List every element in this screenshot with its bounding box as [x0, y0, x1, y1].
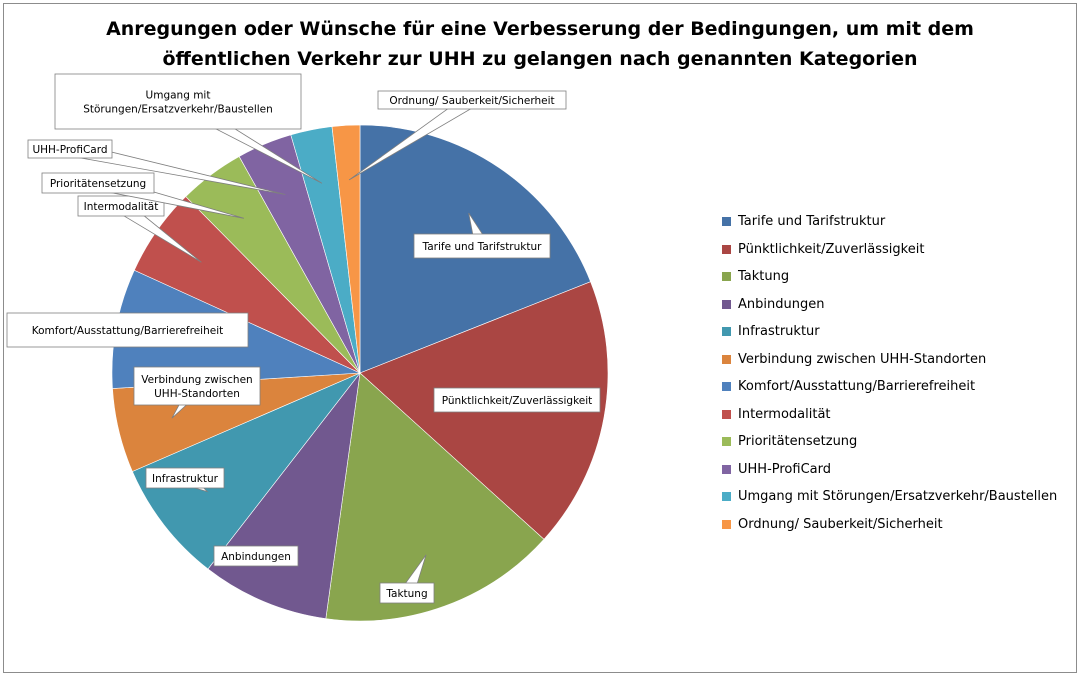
callout-box	[145, 467, 225, 489]
callout-box	[54, 73, 302, 130]
data-label: Pünktlichkeit/Zuverlässigkeit	[442, 395, 593, 407]
callout-box	[6, 312, 249, 348]
data-label: Prioritätensetzung	[50, 178, 146, 190]
legend-label: Pünktlichkeit/Zuverlässigkeit	[738, 241, 925, 257]
chart-title: Anregungen oder Wünsche für eine Verbess…	[40, 14, 1040, 74]
callout-box	[27, 139, 113, 159]
legend-item-ordnung-sauberkeit-sicherheit: Ordnung/ Sauberkeit/Sicherheit	[722, 511, 1057, 539]
legend-item-verbindung-zwischen-uhh-standorten: Verbindung zwischen UHH-Standorten	[722, 346, 1057, 374]
legend-label: Umgang mit Störungen/Ersatzverkehr/Baust…	[738, 489, 1058, 505]
data-label: Störungen/Ersatzverkehr/Baustellen	[83, 104, 273, 116]
callout-verbindung-zwischen-uhh-standorten: Verbindung zwischen UHH-Standorten	[133, 366, 261, 419]
pie-slice-taktung	[325, 372, 545, 622]
legend-swatch	[722, 492, 731, 502]
legend-item-tarife-und-tarifstruktur: Tarife und Tarifstruktur	[722, 208, 1057, 236]
legend-label: Ordnung/ Sauberkeit/Sicherheit	[738, 516, 943, 532]
legend-item-taktung: Taktung	[722, 263, 1057, 291]
pie-slice-infrastruktur	[132, 372, 361, 570]
callout-infrastruktur: Infrastruktur	[145, 467, 225, 493]
slice-callouts: Tarife und Tarifstruktur Pünktlichkeit/Zu…	[6, 73, 601, 604]
legend-swatch	[722, 327, 731, 337]
legend-item-umgang-mit-stoerungen-ersatzverkehr-baustellen: Umgang mit Störungen/Ersatzverkehr/Baust…	[722, 483, 1057, 511]
legend-item-uhh-proficard: UHH-ProfiCard	[722, 456, 1057, 484]
pie-slice-ordnung-sauberkeit-sicherheit	[331, 124, 361, 374]
legend-label: Prioritätensetzung	[738, 434, 858, 450]
callout-box	[379, 582, 435, 604]
callout-komfort-ausstattung-barrierefreiheit: Komfort/Ausstattung/Barrierefreiheit	[6, 312, 249, 348]
legend-label: Verbindung zwischen UHH-Standorten	[738, 351, 987, 367]
data-label: UHH-Standorten	[154, 388, 240, 400]
legend-swatch	[722, 299, 731, 309]
data-label: Tarife und Tarifstruktur	[422, 241, 543, 253]
legend-swatch	[722, 272, 731, 282]
callout-box	[77, 195, 165, 217]
chart-legend: Tarife und Tarifstruktur Pünktlichkeit/Zu…	[722, 208, 1057, 538]
legend-swatch	[722, 244, 731, 254]
legend-item-komfort-ausstattung-barrierefreiheit: Komfort/Ausstattung/Barrierefreiheit	[722, 373, 1057, 401]
callout-anbindungen: Anbindungen	[213, 545, 299, 567]
callout-box	[133, 366, 261, 406]
legend-swatch	[722, 354, 731, 364]
callout-puenktlichkeit-zuverlaessigkeit: Pünktlichkeit/Zuverlässigkeit	[433, 387, 601, 413]
data-label: Anbindungen	[221, 551, 291, 563]
callout-box	[433, 387, 601, 413]
legend-swatch	[722, 382, 731, 392]
legend-item-anbindungen: Anbindungen	[722, 291, 1057, 319]
legend-item-infrastruktur: Infrastruktur	[722, 318, 1057, 346]
data-label: Taktung	[385, 588, 427, 600]
legend-item-intermodalitaet: Intermodalität	[722, 401, 1057, 429]
legend-label: Intermodalität	[738, 406, 831, 422]
callout-prioritaetensetzung: Prioritätensetzung	[41, 172, 245, 219]
legend-swatch	[722, 519, 731, 529]
data-label: Komfort/Ausstattung/Barrierefreiheit	[32, 325, 224, 337]
legend-label: Tarife und Tarifstruktur	[738, 214, 886, 230]
legend-label: Infrastruktur	[738, 324, 820, 340]
chart-title-line-2: öffentlichen Verkehr zur UHH zu gelangen…	[162, 48, 918, 70]
callout-intermodalitaet: Intermodalität	[77, 195, 202, 263]
chart-title-line-1: Anregungen oder Wünsche für eine Verbess…	[106, 18, 974, 40]
callout-taktung: Taktung	[379, 554, 435, 604]
callout-ordnung-sauberkeit-sicherheit: Ordnung/ Sauberkeit/Sicherheit	[348, 90, 567, 181]
legend-label: UHH-ProfiCard	[738, 461, 831, 477]
legend-item-puenktlichkeit-zuverlaessigkeit: Pünktlichkeit/Zuverlässigkeit	[722, 236, 1057, 264]
callout-tarife-und-tarifstruktur: Tarife und Tarifstruktur	[413, 212, 551, 259]
legend-label: Komfort/Ausstattung/Barrierefreiheit	[738, 379, 976, 395]
callout-box	[413, 233, 551, 259]
callout-uhh-proficard: UHH-ProfiCard	[27, 139, 286, 195]
callout-box	[377, 90, 567, 110]
data-label: Verbindung zwischen	[141, 374, 252, 386]
data-label: Ordnung/ Sauberkeit/Sicherheit	[389, 95, 554, 107]
data-label: Umgang mit	[146, 90, 211, 102]
data-label: Infrastruktur	[152, 473, 219, 485]
legend-label: Taktung	[738, 269, 790, 285]
legend-swatch	[722, 217, 731, 227]
legend-swatch	[722, 437, 731, 447]
callout-box	[41, 172, 155, 194]
legend-swatch	[722, 464, 731, 474]
data-label: UHH-ProfiCard	[32, 144, 107, 156]
data-label: Intermodalität	[84, 201, 159, 213]
legend-item-prioritaetensetzung: Prioritätensetzung	[722, 428, 1057, 456]
callout-umgang-mit-stoerungen-ersatzverkehr-baustellen: Umgang mit Störungen/Ersatzverkehr/Bauste…	[54, 73, 323, 184]
callout-box	[213, 545, 299, 567]
legend-label: Anbindungen	[738, 296, 825, 312]
legend-swatch	[722, 409, 731, 419]
